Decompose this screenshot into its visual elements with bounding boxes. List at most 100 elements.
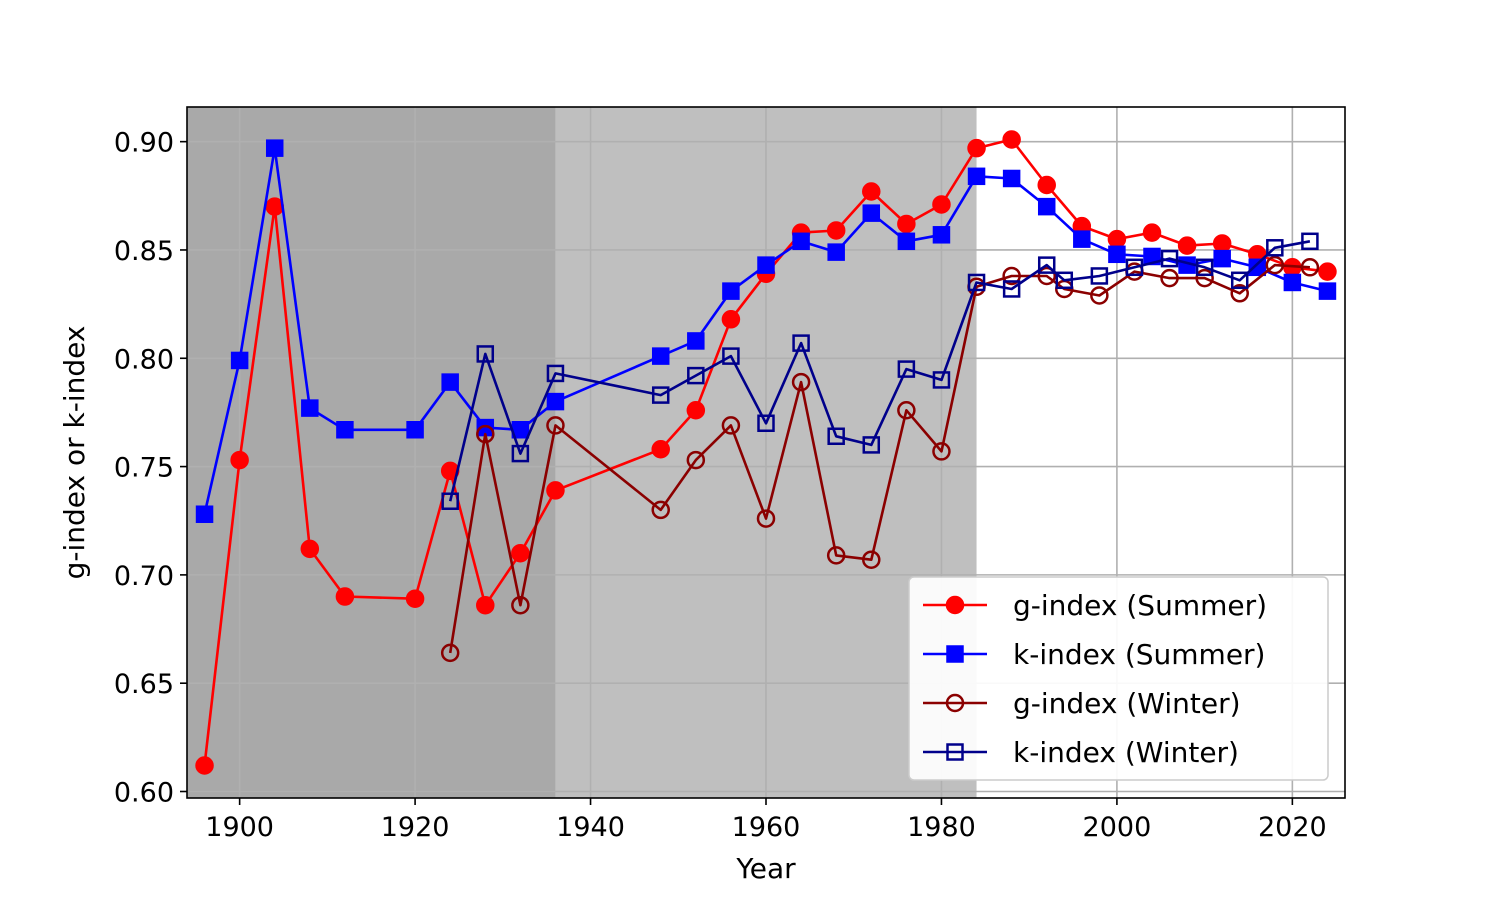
legend-label: k-index (Summer) [1013, 638, 1265, 671]
data-point [230, 450, 249, 470]
data-point [1055, 271, 1074, 290]
data-point [1143, 247, 1161, 266]
data-point [476, 424, 495, 444]
legend-label: k-index (Winter) [1013, 736, 1239, 769]
data-point [1037, 197, 1056, 216]
data-point [1037, 256, 1056, 274]
data-point [546, 416, 565, 435]
data-point [722, 347, 740, 365]
data-point [686, 401, 706, 420]
data-point [511, 444, 530, 463]
data-point [301, 399, 319, 417]
data-point [826, 546, 846, 565]
data-point [1002, 280, 1021, 298]
data-point [1195, 268, 1214, 288]
data-point [932, 371, 951, 389]
legend: g-index (Summer) k-index (Summer) g-index … [908, 576, 1329, 781]
data-point [1230, 271, 1249, 290]
data-point [651, 500, 670, 520]
data-point [1195, 258, 1214, 277]
x-tick-label: 1900 [205, 812, 274, 843]
data-point [721, 416, 741, 435]
data-point [1212, 234, 1232, 253]
data-point [195, 505, 214, 523]
data-point [757, 256, 775, 274]
data-point [335, 587, 355, 606]
data-point [826, 221, 846, 240]
data-point [932, 442, 951, 461]
data-point [1213, 249, 1231, 268]
y-tick-label: 0.60 [114, 778, 174, 809]
data-point [1177, 236, 1197, 255]
x-tick-label: 2020 [1258, 812, 1327, 843]
data-point [1265, 255, 1285, 275]
y-tick-label: 0.70 [114, 561, 174, 592]
data-point [897, 214, 916, 234]
x-tick-label: 1980 [907, 812, 976, 843]
data-point [792, 232, 810, 251]
series-line [448, 263, 1310, 654]
y-tick-label: 0.75 [114, 453, 174, 484]
data-point [1125, 258, 1144, 277]
data-point [1283, 273, 1302, 292]
data-point [791, 372, 811, 392]
legend-label: g-index (Summer) [1013, 589, 1267, 622]
x-tick-label: 1920 [381, 812, 450, 843]
data-point [1318, 262, 1337, 281]
data-point [792, 334, 810, 352]
data-point [862, 550, 881, 569]
data-point [265, 139, 284, 157]
data-point [1301, 232, 1319, 251]
data-point [1037, 266, 1056, 286]
data-point [476, 345, 495, 363]
data-point [932, 226, 951, 244]
data-point [1230, 284, 1249, 303]
data-point [687, 366, 705, 385]
data-point [441, 492, 459, 510]
legend-item: g-index (Winter) [923, 687, 1241, 720]
legend-item: k-index (Summer) [923, 638, 1265, 671]
data-point [511, 595, 530, 615]
data-point [476, 595, 495, 615]
data-point [721, 310, 741, 329]
data-point [440, 643, 460, 663]
series-4 [441, 232, 1319, 510]
data-point [1266, 239, 1284, 257]
data-point [1002, 130, 1021, 149]
data-point [967, 167, 986, 186]
legend-marker [945, 693, 965, 713]
data-point [1090, 286, 1109, 305]
y-tick-label: 0.85 [114, 236, 174, 267]
data-point [897, 360, 916, 378]
y-tick-label: 0.90 [114, 128, 174, 159]
data-point [967, 138, 986, 158]
x-axis-ticks: 1900 1920 1940 1960 1980 2000 2020 [205, 798, 1327, 843]
x-axis-label: Year [735, 852, 796, 885]
data-point [1300, 258, 1320, 277]
data-point [756, 509, 776, 528]
legend-marker [946, 743, 964, 761]
data-point [897, 401, 916, 420]
data-point [546, 364, 565, 383]
data-point [827, 243, 845, 261]
data-point [967, 273, 986, 292]
data-point [406, 421, 424, 439]
data-point [1002, 169, 1021, 188]
data-point [651, 440, 670, 459]
data-point [1037, 175, 1056, 195]
data-point [722, 282, 740, 300]
x-tick-label: 1940 [556, 812, 625, 843]
x-tick-label: 2000 [1083, 812, 1152, 843]
data-point [1318, 282, 1337, 300]
data-point [1160, 249, 1179, 268]
data-point [546, 481, 565, 500]
data-point [687, 332, 705, 350]
legend-marker [945, 595, 965, 615]
data-point [897, 232, 916, 251]
legend-marker [946, 645, 964, 663]
data-point [1090, 267, 1109, 285]
data-point [230, 351, 249, 370]
data-point [932, 195, 951, 214]
data-point [862, 436, 881, 454]
data-point [546, 392, 565, 411]
